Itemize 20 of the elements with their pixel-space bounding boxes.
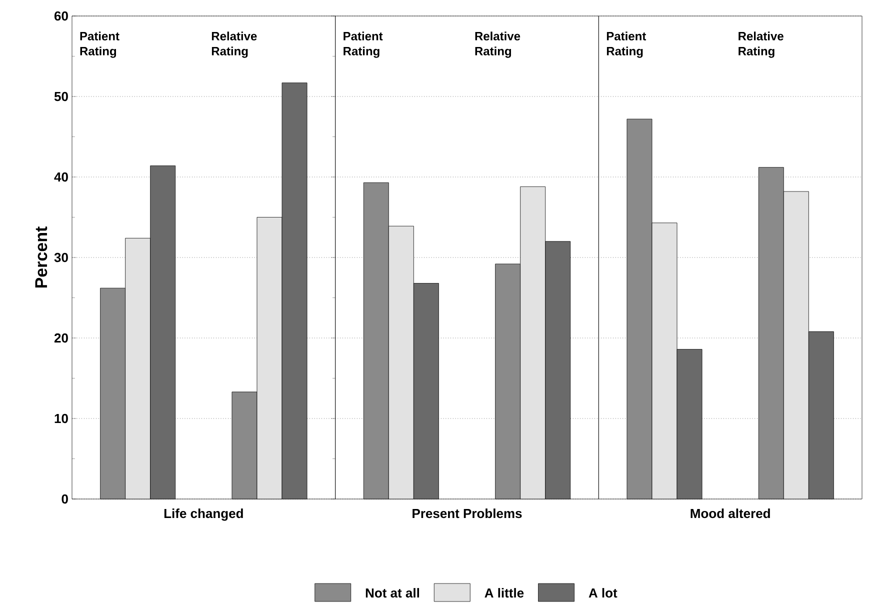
y-axis-title: Percent — [35, 226, 48, 288]
y-tick-label: 60 — [54, 11, 68, 21]
x-tick-label: Patient Rating — [606, 32, 646, 58]
y-tick-label: 40 — [54, 172, 68, 182]
legend-label: A lot — [588, 588, 618, 598]
legend-label: A little — [484, 588, 524, 598]
legend-label: Not at all — [366, 588, 420, 598]
x-tick-label: Relative Rating — [475, 32, 520, 58]
y-tick-label: 30 — [54, 252, 68, 262]
y-tick-label: 20 — [54, 333, 68, 343]
x-axis-title: Present Problems — [412, 508, 522, 518]
x-tick-label: Relative Rating — [738, 32, 784, 58]
y-tick-label: 10 — [54, 414, 68, 424]
x-tick-label: Patient Rating — [344, 32, 383, 58]
y-tick-label: 50 — [54, 92, 68, 102]
x-axis-title: Mood altered — [690, 508, 770, 518]
x-axis-title: Life changed — [164, 508, 243, 521]
y-tick-label: 0 — [62, 494, 68, 504]
x-tick-label: Patient Rating — [80, 32, 120, 58]
x-tick-label: Relative Rating — [212, 32, 257, 58]
